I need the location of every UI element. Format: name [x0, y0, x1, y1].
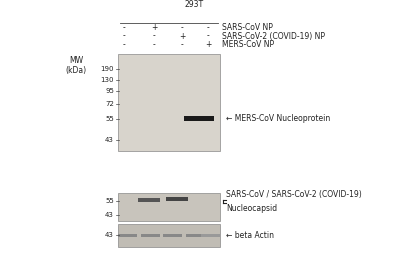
Text: SARS-CoV-2 (COVID-19) NP: SARS-CoV-2 (COVID-19) NP	[222, 32, 325, 40]
Text: +: +	[205, 40, 211, 49]
Text: -: -	[123, 40, 125, 49]
Text: Nucleocapsid: Nucleocapsid	[226, 204, 277, 213]
Text: -: -	[207, 32, 209, 40]
Text: 190: 190	[100, 66, 114, 72]
Text: -: -	[181, 23, 183, 32]
Bar	[201, 234, 220, 237]
Bar	[141, 234, 160, 237]
Bar	[118, 54, 220, 151]
Text: MERS-CoV NP: MERS-CoV NP	[222, 40, 274, 49]
Bar	[118, 193, 220, 221]
Text: SARS-CoV NP: SARS-CoV NP	[222, 23, 273, 32]
Bar	[186, 234, 205, 237]
Text: 130: 130	[100, 77, 114, 82]
Text: 293T: 293T	[184, 0, 204, 9]
Bar	[184, 116, 214, 121]
Text: 72: 72	[105, 101, 114, 107]
Text: -: -	[123, 32, 125, 40]
Text: ← MERS-CoV Nucleoprotein: ← MERS-CoV Nucleoprotein	[226, 114, 330, 123]
Bar	[163, 234, 182, 237]
Text: 95: 95	[105, 88, 114, 94]
Text: 43: 43	[105, 137, 114, 143]
Text: -: -	[207, 23, 209, 32]
Bar	[138, 198, 160, 202]
Text: -: -	[153, 40, 155, 49]
Text: MW
(kDa): MW (kDa)	[66, 56, 86, 75]
Text: ← beta Actin: ← beta Actin	[226, 231, 274, 240]
Text: 55: 55	[105, 198, 114, 204]
Bar	[118, 234, 137, 237]
Text: 55: 55	[105, 116, 114, 122]
Text: +: +	[179, 32, 185, 40]
Bar	[166, 197, 188, 201]
Text: 43: 43	[105, 212, 114, 218]
Text: -: -	[181, 40, 183, 49]
Text: SARS-CoV / SARS-CoV-2 (COVID-19): SARS-CoV / SARS-CoV-2 (COVID-19)	[226, 190, 362, 199]
Text: +: +	[151, 23, 157, 32]
Bar	[118, 224, 220, 247]
Text: 43: 43	[105, 233, 114, 238]
Text: -: -	[153, 32, 155, 40]
Text: -: -	[123, 23, 125, 32]
